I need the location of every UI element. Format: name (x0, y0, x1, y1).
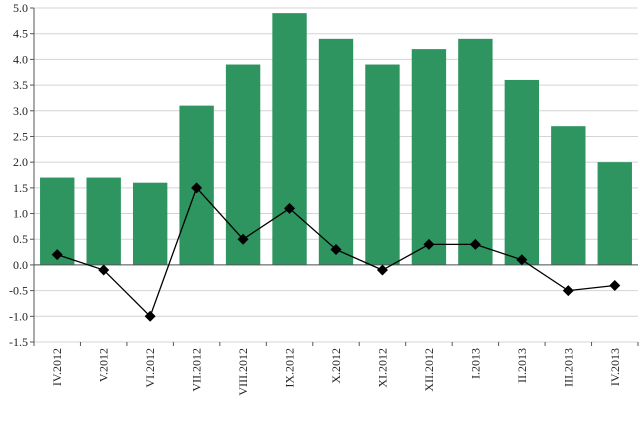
bar (551, 126, 586, 265)
diamond-marker (144, 310, 156, 322)
x-tick-label: II.2013 (515, 348, 529, 383)
line-series (51, 182, 621, 322)
x-tick-label: IV.2012 (50, 348, 64, 386)
bar-series (40, 13, 632, 265)
bar (504, 79, 540, 265)
bar (458, 38, 493, 265)
x-tick-label: IV.2013 (608, 348, 622, 386)
y-tick-label: 1.0 (13, 207, 28, 221)
y-tick-label: -1.5 (9, 335, 28, 349)
x-tick-label: IX.2012 (283, 348, 297, 388)
y-tick-label: 3.0 (13, 104, 28, 118)
diamond-marker (191, 182, 203, 194)
diamond-marker (423, 238, 435, 250)
x-tick-label: XI.2012 (375, 348, 389, 388)
bar (597, 162, 632, 265)
bar (132, 182, 168, 265)
x-tick-label: VI.2012 (143, 348, 157, 388)
y-tick-label: 4.5 (13, 27, 28, 41)
diamond-marker (237, 233, 249, 245)
x-tick-label: V.2012 (97, 348, 111, 382)
x-tick-label: XII.2012 (422, 348, 436, 392)
diamond-marker (609, 279, 621, 291)
y-tick-label: 1.5 (13, 181, 28, 195)
y-tick-label: -1.0 (9, 309, 28, 323)
y-tick-label: 2.0 (13, 155, 28, 169)
diamond-marker (284, 202, 296, 214)
y-tick-label: -0.5 (9, 284, 28, 298)
y-tick-labels: 5.0 4.5 4.0 3.5 3.0 2.5 2.0 1.5 1.0 0.5 0.0 -0.5 -1.… (9, 1, 28, 349)
x-tick-label: VIII.2012 (236, 348, 250, 396)
y-tick-label: 0.0 (13, 258, 28, 272)
diamond-marker (469, 238, 481, 250)
x-tick-label: I.2013 (468, 348, 482, 379)
diamond-marker (98, 264, 110, 276)
bar (411, 49, 447, 265)
diamond-marker (51, 249, 63, 261)
bar (365, 64, 400, 265)
y-tick-label: 2.5 (13, 129, 28, 143)
x-tick-label: VII.2012 (190, 348, 204, 392)
bar (318, 38, 354, 265)
y-tick-label: 4.0 (13, 52, 28, 66)
x-tick-label: III.2013 (561, 348, 575, 387)
diamond-marker (330, 244, 342, 256)
diamond-marker (516, 254, 528, 266)
bar (272, 13, 307, 265)
bar (86, 177, 121, 265)
y-tick-label: 5.0 (13, 1, 28, 15)
diamond-marker (562, 285, 574, 297)
axes (30, 7, 639, 346)
x-tick-labels: IV.2012 V.2012 VI.2012 VII.2012 VIII.2012 IX.… (50, 348, 622, 396)
diamond-marker (376, 264, 388, 276)
y-tick-label: 0.5 (13, 232, 28, 246)
x-tick-label: X.2012 (329, 348, 343, 384)
y-tick-label: 3.5 (13, 78, 28, 92)
